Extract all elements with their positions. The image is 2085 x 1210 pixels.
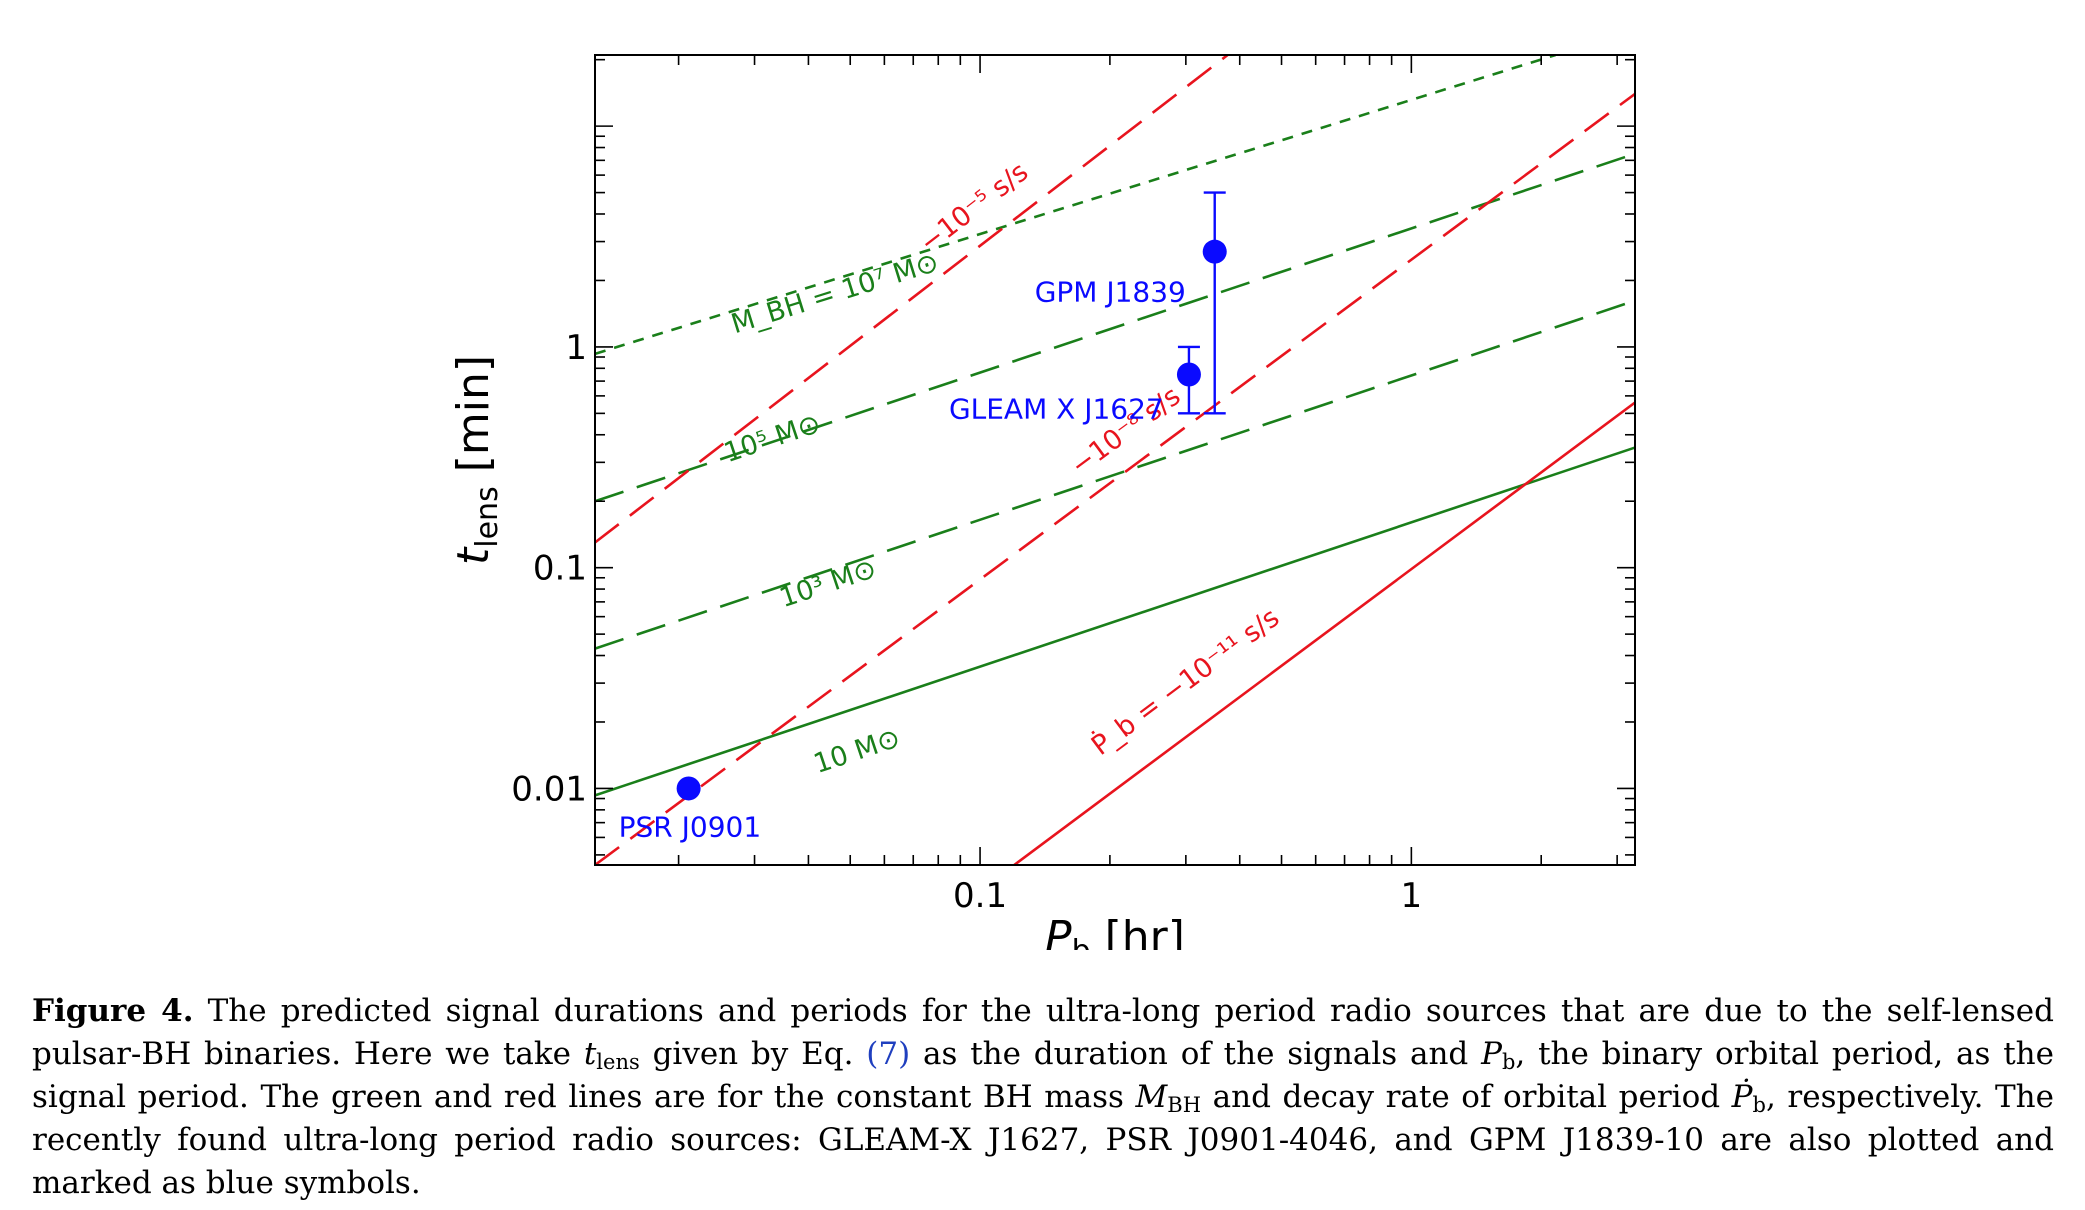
- caption-symbol-pbdot: Ṗb: [1731, 1079, 1766, 1117]
- y-tick-label-1: 1: [565, 328, 587, 368]
- line-label-10-m: 10⁵ M⊙: [720, 408, 824, 469]
- y-tick-label-0-1: 0.1: [533, 549, 587, 589]
- series-line-decay-10-s-s: [595, 92, 1635, 865]
- series-line-mass-10-m: [595, 299, 1635, 650]
- equation-reference-link[interactable]: (7): [866, 1036, 911, 1072]
- point-label-psr-j0901: PSR J0901: [619, 810, 762, 843]
- line-label-10-m: 10³ M⊙: [776, 553, 880, 614]
- x-tick-label-0-1: 0.1: [953, 876, 1007, 916]
- series-line-decay-b-10-s-s: [1013, 401, 1635, 865]
- caption-text-1: The predicted signal durations and perio…: [32, 993, 2054, 1072]
- data-point-gleam-x-j1627: [1176, 362, 1201, 387]
- caption-text-6: , respectively. The recently found ultra…: [32, 1079, 2054, 1201]
- caption-text-2: given by Eq.: [652, 1036, 854, 1072]
- caption-symbol-mbh: MBH: [1135, 1079, 1202, 1117]
- x-axis-title: Pb [hr]: [1045, 912, 1185, 950]
- series-line-mass-10-m: [595, 152, 1635, 503]
- caption-label: Figure 4.: [32, 993, 194, 1029]
- x-tick-label-1: 1: [1401, 876, 1423, 916]
- line-label-10-m: 10 M⊙: [810, 722, 904, 780]
- error-bar-gpm-j1839: [1203, 191, 1226, 415]
- series-line-mass-10-m: [595, 446, 1635, 797]
- caption-text-5: and decay rate of orbital period: [1212, 1079, 1721, 1115]
- caption-symbol-tlens: tlens: [583, 1036, 640, 1074]
- caption-text-3: as the duration of the signals and: [923, 1036, 1469, 1072]
- line-label-10-s-s: −10⁻⁵ s/s: [914, 156, 1034, 259]
- figure-caption: Figure 4. The predicted signal durations…: [32, 990, 2054, 1205]
- y-tick-label-0-01: 0.01: [511, 769, 587, 809]
- point-label-gleam-x-j1627: GLEAM X J1627: [949, 392, 1164, 425]
- chart: M_BH = 10⁷ M⊙10⁵ M⊙10³ M⊙10 M⊙−10⁻⁵ s/s−…: [448, 54, 1636, 969]
- series-line-mass-m-bh-10-m: [595, 55, 1557, 356]
- plot-frame: [594, 54, 1636, 866]
- line-label-m-bh-10-m: M_BH = 10⁷ M⊙: [728, 247, 943, 340]
- y-axis-title: tlens [min]: [448, 355, 505, 565]
- point-label-gpm-j1839: GPM J1839: [1035, 276, 1186, 309]
- data-point-gpm-j1839: [1202, 239, 1227, 264]
- figure: M_BH = 10⁷ M⊙ 10⁵ M⊙ 10³ M⊙ 10 M⊙ −10⁻⁵ s/s −…: [448, 54, 1636, 969]
- data-point-psr-j0901: [676, 776, 701, 801]
- caption-text-4: , the binary orbital period, as the sign…: [32, 1036, 2054, 1115]
- caption-symbol-pb: Pb: [1481, 1036, 1516, 1074]
- series-line-decay-10-s-s: [595, 55, 1229, 544]
